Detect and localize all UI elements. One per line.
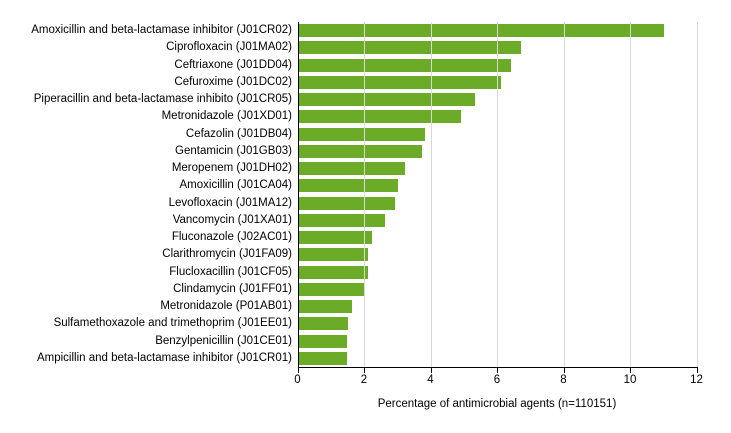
- bar: [298, 300, 352, 314]
- x-axis-tick-label: 10: [623, 374, 637, 386]
- bar-row: Ciprofloxacin (J01MA02): [0, 39, 731, 56]
- x-axis-tick-label: 12: [690, 374, 703, 386]
- bar-row: Clarithromycin (J01FA09): [0, 246, 731, 263]
- bar-row: Metronidazole (P01AB01): [0, 298, 731, 315]
- category-label: Ampicillin and beta-lactamase inhibitor …: [36, 351, 292, 364]
- bar: [298, 196, 395, 210]
- x-axis-tick: [297, 368, 299, 373]
- bar: [298, 248, 369, 262]
- x-axis-tick: [497, 368, 498, 373]
- bar-row: Clindamycin (J01FF01): [0, 281, 731, 298]
- bar: [298, 58, 512, 72]
- x-axis-tick-label: 8: [560, 374, 567, 386]
- bar: [298, 110, 462, 124]
- category-label: Ceftriaxone (J01DD04): [174, 58, 292, 71]
- x-axis-line: [297, 367, 698, 368]
- category-label: Flucloxacillin (J01CF05): [169, 265, 292, 278]
- category-label: Cefuroxime (J01DC02): [174, 75, 292, 88]
- bar: [298, 231, 372, 245]
- category-label: Metronidazole (P01AB01): [160, 300, 292, 312]
- gridline-x-12: [696, 22, 698, 367]
- category-label: Vancomycin (J01XA01): [172, 213, 292, 226]
- x-axis-title: Percentage of antimicrobial agents (n=11…: [377, 398, 617, 410]
- bar: [298, 127, 425, 141]
- bar: [298, 162, 405, 176]
- gridline-x-4: [430, 22, 432, 367]
- gridline-x-8: [563, 22, 565, 367]
- bar: [298, 41, 522, 55]
- bar-row: Cefazolin (J01DB04): [0, 126, 731, 143]
- bar-row: Amoxicillin (J01CA04): [0, 177, 731, 194]
- bar-row: Gentamicin (J01GB03): [0, 143, 731, 160]
- bar: [298, 351, 347, 365]
- gridline-x-10: [630, 22, 631, 367]
- bar-row: Flucloxacillin (J01CF05): [0, 264, 731, 281]
- category-label: Clarithromycin (J01FA09): [162, 248, 292, 261]
- category-label: Sulfamethoxazole and trimethoprim (J01EE…: [53, 317, 292, 330]
- bar: [298, 213, 385, 227]
- category-label: Clindamycin (J01FF01): [173, 282, 292, 295]
- gridline-x-6: [497, 22, 498, 367]
- bar: [298, 265, 369, 279]
- category-label: Gentamicin (J01GB03): [175, 144, 292, 157]
- x-axis-tick: [696, 368, 698, 373]
- bar: [298, 317, 349, 331]
- bar: [298, 334, 347, 348]
- category-label: Levofloxacin (J01MA12): [168, 196, 292, 209]
- bar: [298, 282, 365, 296]
- category-label: Fluconazole (J02AC01): [171, 231, 292, 243]
- bar-row: Piperacillin and beta-lactamase inhibito…: [0, 91, 731, 108]
- bar-row: Sulfamethoxazole and trimethoprim (J01EE…: [0, 315, 731, 332]
- x-axis-tick: [630, 368, 631, 373]
- category-label: Cefazolin (J01DB04): [185, 127, 292, 140]
- bar-row: Amoxicillin and beta-lactamase inhibitor…: [0, 22, 731, 39]
- bar-row: Fluconazole (J02AC01): [0, 229, 731, 246]
- bar-row: Cefuroxime (J01DC02): [0, 74, 731, 91]
- bar-row: Levofloxacin (J01MA12): [0, 195, 731, 212]
- bar: [298, 75, 502, 89]
- x-axis-tick-label: 4: [427, 374, 434, 386]
- gridline-x-2: [364, 22, 365, 367]
- category-label: Piperacillin and beta-lactamase inhibito…: [33, 93, 292, 105]
- x-axis-tick-label: 6: [493, 374, 501, 386]
- bar: [298, 93, 475, 107]
- category-label: Amoxicillin (J01CA04): [179, 179, 292, 192]
- x-axis-tick-label: 2: [360, 374, 368, 386]
- x-axis-tick: [563, 368, 565, 373]
- category-label: Benzylpenicillin (J01CE01): [155, 334, 292, 347]
- category-label: Metronidazole (J01XD01): [161, 110, 292, 123]
- bar-row: Benzylpenicillin (J01CE01): [0, 333, 731, 350]
- category-label: Meropenem (J01DH02): [171, 162, 292, 174]
- x-axis-tick-label: 0: [294, 374, 301, 386]
- bar: [298, 144, 422, 158]
- category-label: Amoxicillin and beta-lactamase inhibitor…: [31, 24, 292, 36]
- bar-row: Vancomycin (J01XA01): [0, 212, 731, 229]
- bar-row: Ceftriaxone (J01DD04): [0, 57, 731, 74]
- bar-row: Metronidazole (J01XD01): [0, 108, 731, 125]
- x-axis-tick: [430, 368, 432, 373]
- x-axis-tick: [364, 368, 365, 373]
- y-axis-line: [297, 22, 299, 367]
- bar: [298, 24, 665, 38]
- bar-row: Ampicillin and beta-lactamase inhibitor …: [0, 350, 731, 367]
- category-label: Ciprofloxacin (J01MA02): [166, 41, 292, 54]
- bar-row: Meropenem (J01DH02): [0, 160, 731, 177]
- bar: [298, 179, 399, 193]
